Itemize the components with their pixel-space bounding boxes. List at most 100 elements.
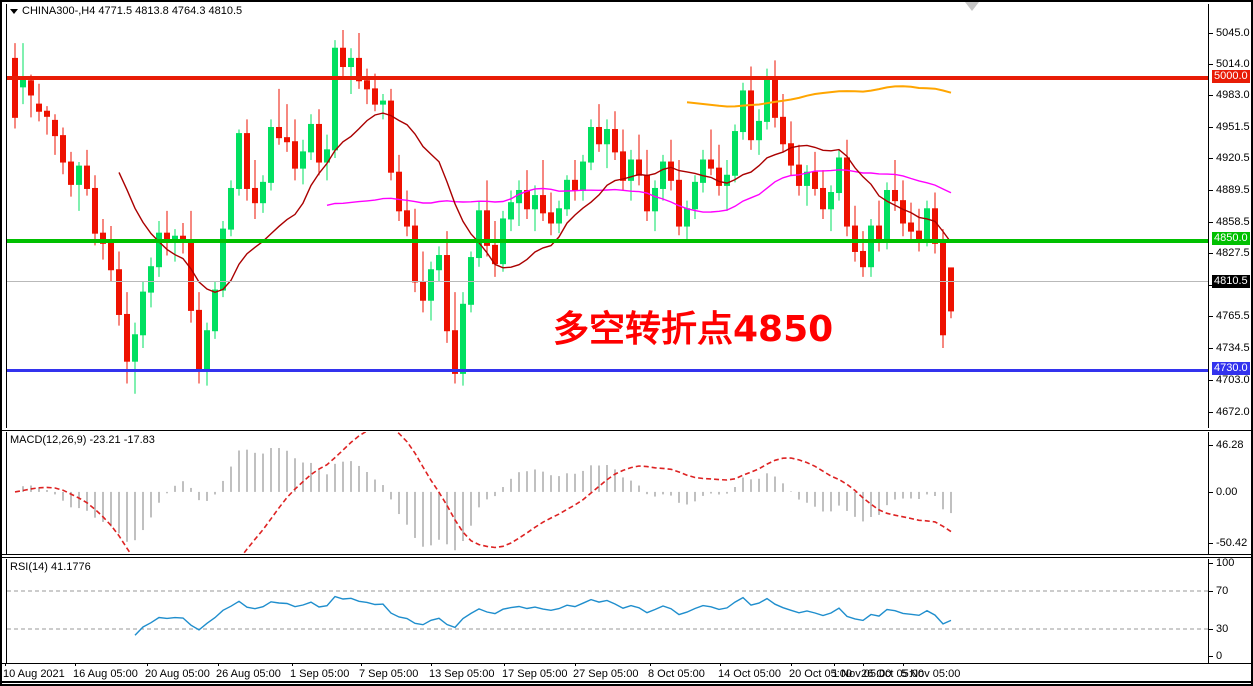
time-tick-label: 16 Aug 05:00 [73,668,138,680]
time-tick-label: 1 Sep 05:00 [290,668,350,680]
time-tick-label: 7 Sep 05:00 [359,668,419,680]
price-tick-mark [1209,380,1213,381]
pivot-line [7,239,1208,243]
window-top-border [0,0,1253,2]
price-tick-label: 4983.0 [1216,89,1250,101]
time-tick-mark [431,663,432,666]
macd-plot-area[interactable] [7,432,1208,554]
triangle-down-icon[interactable] [10,8,18,14]
symbol-header-text: CHINA300-,H4 4771.5 4813.8 4764.3 4810.5 [22,5,243,17]
time-tick-mark [5,663,6,666]
macd-panel-top-border [0,430,1253,431]
price-tick-mark [1209,285,1213,286]
price-tick-label: 4827.5 [1216,247,1250,259]
support-price-badge: 4730.0 [1212,362,1250,375]
rsi-series-svg [7,590,1208,636]
macd-tick-label: -50.42 [1216,537,1248,549]
macd-tick-label: 46.28 [1216,439,1244,451]
time-tick-mark [720,663,721,666]
rsi-tick-mark [1209,629,1213,630]
time-tick-label: 10 Aug 2021 [3,668,65,680]
price-tick-label: 4889.5 [1216,184,1250,196]
price-tick-mark [1209,316,1213,317]
time-tick-label: 17 Sep 05:00 [502,668,568,680]
time-tick-label: 5 Nov 05:00 [901,668,961,680]
time-tick-mark [504,663,505,666]
macd-panel-bottom-border [0,554,1253,555]
macd-tick-mark [1209,445,1213,446]
price-tick-label: 4672.0 [1216,406,1250,418]
macd-series-svg [14,432,952,554]
time-tick-mark [292,663,293,666]
time-tick-mark [834,663,835,666]
last-price-badge: 4810.5 [1212,275,1250,288]
price-tick-mark [1209,158,1213,159]
price-series-svg [12,29,954,394]
support-line [7,369,1208,372]
pivot-price-badge: 4850.0 [1212,232,1250,245]
time-tick-label: 20 Aug 05:00 [145,668,210,680]
triangle-down-marker-icon [965,2,979,11]
price-tick-mark [1209,64,1213,65]
price-axis-left-rail [6,4,7,428]
macd-title: MACD(12,26,9) -23.21 -17.83 [10,434,155,446]
price-plot-area[interactable] [7,4,1208,428]
macd-axis-right-rail [1208,432,1209,554]
time-tick-mark [75,663,76,666]
time-tick-label: 26 Oct 05:00 [861,668,924,680]
rsi-tick-label: 100 [1216,557,1235,569]
price-tick-label: 5045.0 [1216,27,1250,39]
time-tick-label: 27 Sep 05:00 [573,668,639,680]
price-tick-label: 4951.5 [1216,121,1250,133]
price-tick-label: 4765.5 [1216,310,1250,322]
price-tick-label: 4858.5 [1216,216,1250,228]
rsi-panel-bottom-border [0,663,1253,664]
time-tick-label: 13 Sep 05:00 [429,668,495,680]
macd-tick-mark [1209,543,1213,544]
price-tick-mark [1209,190,1213,191]
rsi-tick-label: 30 [1216,623,1229,635]
time-tick-label: 1 Nov 05:00 [832,668,892,680]
price-tick-mark [1209,127,1213,128]
rsi-tick-label: 70 [1216,585,1229,597]
price-tick-mark [1209,348,1213,349]
time-tick-label: 26 Aug 05:00 [216,668,281,680]
price-tick-mark [1209,412,1213,413]
time-tick-label: 20 Oct 05:00 [789,668,852,680]
price-tick-mark [1209,33,1213,34]
time-tick-mark [361,663,362,666]
rsi-plot-area[interactable] [7,559,1208,663]
time-tick-mark [903,663,904,666]
macd-tick-label: 0.00 [1216,486,1238,498]
time-tick-mark [575,663,576,666]
time-tick-label: 14 Oct 05:00 [718,668,781,680]
chart-annotation: 多空转折点4850 [553,309,834,350]
rsi-panel-top-border [0,557,1253,558]
macd-axis-left-rail [6,432,7,554]
rsi-tick-label: 0 [1216,650,1223,662]
window-left-border [0,0,2,686]
price-tick-label: 5014.0 [1216,58,1250,70]
price-tick-mark [1209,253,1213,254]
symbol-header[interactable]: CHINA300-,H4 4771.5 4813.8 4764.3 4810.5 [10,5,242,17]
last-price-line [7,281,1208,282]
time-tick-mark [650,663,651,666]
time-tick-mark [863,663,864,666]
resistance-line [7,76,1208,80]
price-tick-mark [1209,95,1213,96]
rsi-title: RSI(14) 41.1776 [10,561,91,573]
price-tick-label: 4920.5 [1216,152,1250,164]
window-bottom-border [0,684,1253,686]
price-axis-right-rail [1208,4,1209,428]
rsi-axis-left-rail [6,559,7,663]
time-tick-mark [147,663,148,666]
rsi-tick-mark [1209,563,1213,564]
time-tick-mark [791,663,792,666]
macd-tick-mark [1209,492,1213,493]
rsi-tick-mark [1209,656,1213,657]
price-tick-label: 4703.0 [1216,374,1250,386]
time-tick-label: 8 Oct 05:00 [648,668,705,680]
rsi-tick-mark [1209,591,1213,592]
price-tick-label: 4734.5 [1216,342,1250,354]
